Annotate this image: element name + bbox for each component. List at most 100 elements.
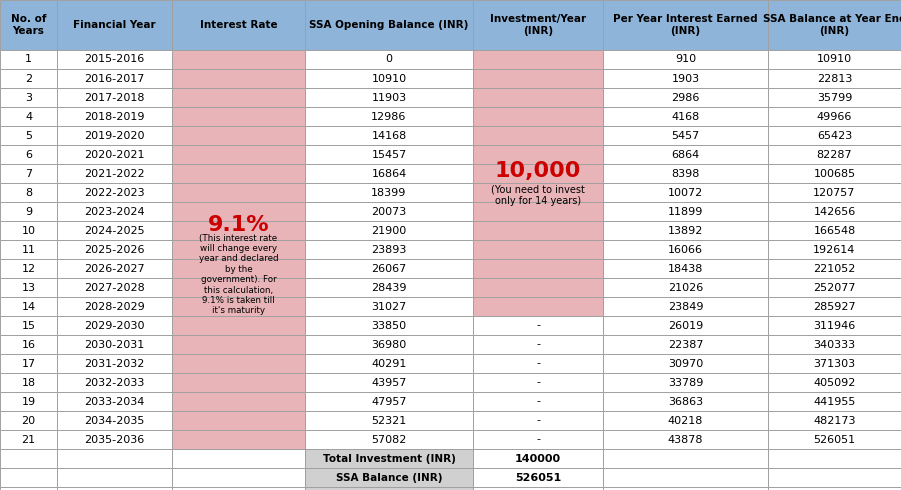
Text: 2030-2031: 2030-2031 bbox=[85, 340, 145, 349]
Text: 2029-2030: 2029-2030 bbox=[85, 320, 145, 330]
Bar bbox=[768, 392, 901, 411]
Bar bbox=[0, 221, 57, 240]
Bar bbox=[603, 126, 768, 145]
Bar bbox=[473, 0, 603, 50]
Bar bbox=[768, 0, 901, 50]
Text: -: - bbox=[536, 340, 540, 349]
Bar bbox=[768, 202, 901, 221]
Bar bbox=[603, 88, 768, 107]
Bar bbox=[0, 88, 57, 107]
Text: 8: 8 bbox=[25, 188, 32, 197]
Bar bbox=[57, 468, 172, 487]
Text: Per Year Interest Earned
(INR): Per Year Interest Earned (INR) bbox=[614, 14, 758, 36]
Text: -: - bbox=[536, 377, 540, 388]
Text: Financial Year: Financial Year bbox=[73, 20, 156, 30]
Text: Interest Rate: Interest Rate bbox=[200, 20, 278, 30]
Text: 482173: 482173 bbox=[814, 416, 856, 425]
Bar bbox=[768, 297, 901, 316]
Bar bbox=[305, 335, 473, 354]
Bar bbox=[57, 449, 172, 468]
Bar bbox=[0, 240, 57, 259]
Bar bbox=[768, 411, 901, 430]
Text: 8398: 8398 bbox=[671, 169, 700, 178]
Text: 0: 0 bbox=[386, 54, 393, 65]
Bar bbox=[0, 202, 57, 221]
Text: 52321: 52321 bbox=[371, 416, 406, 425]
Bar bbox=[305, 449, 473, 468]
Bar bbox=[768, 487, 901, 490]
Bar bbox=[305, 145, 473, 164]
Text: SSA Balance at Year End
(INR): SSA Balance at Year End (INR) bbox=[763, 14, 901, 36]
Bar bbox=[473, 50, 603, 316]
Text: 82287: 82287 bbox=[816, 149, 852, 160]
Bar bbox=[603, 69, 768, 88]
Bar bbox=[172, 487, 305, 490]
Text: SSA Opening Balance (INR): SSA Opening Balance (INR) bbox=[309, 20, 469, 30]
Text: 6: 6 bbox=[25, 149, 32, 160]
Bar bbox=[305, 297, 473, 316]
Text: 43957: 43957 bbox=[371, 377, 406, 388]
Text: 65423: 65423 bbox=[817, 130, 852, 141]
Bar bbox=[0, 335, 57, 354]
Bar bbox=[0, 354, 57, 373]
Text: 2986: 2986 bbox=[671, 93, 700, 102]
Bar bbox=[473, 316, 603, 335]
Text: Investment/Year
(INR): Investment/Year (INR) bbox=[490, 14, 586, 36]
Text: 18399: 18399 bbox=[371, 188, 406, 197]
Bar bbox=[603, 145, 768, 164]
Text: -: - bbox=[536, 320, 540, 330]
Bar bbox=[768, 50, 901, 69]
Bar bbox=[768, 354, 901, 373]
Bar bbox=[603, 240, 768, 259]
Text: 2020-2021: 2020-2021 bbox=[85, 149, 145, 160]
Bar bbox=[473, 468, 603, 487]
Text: -: - bbox=[536, 416, 540, 425]
Text: 166548: 166548 bbox=[814, 225, 856, 236]
Bar bbox=[0, 145, 57, 164]
Text: 5: 5 bbox=[25, 130, 32, 141]
Bar bbox=[305, 411, 473, 430]
Bar bbox=[305, 0, 473, 50]
Bar bbox=[0, 316, 57, 335]
Bar bbox=[768, 69, 901, 88]
Text: 9: 9 bbox=[25, 206, 32, 217]
Bar bbox=[0, 392, 57, 411]
Bar bbox=[0, 449, 57, 468]
Bar bbox=[305, 221, 473, 240]
Text: 142656: 142656 bbox=[814, 206, 856, 217]
Bar bbox=[0, 373, 57, 392]
Bar bbox=[603, 297, 768, 316]
Text: 10910: 10910 bbox=[817, 54, 852, 65]
Bar bbox=[0, 0, 57, 50]
Text: 18: 18 bbox=[22, 377, 35, 388]
Text: 13: 13 bbox=[22, 283, 35, 293]
Text: 2032-2033: 2032-2033 bbox=[85, 377, 145, 388]
Bar bbox=[0, 69, 57, 88]
Text: 221052: 221052 bbox=[814, 264, 856, 273]
Bar bbox=[768, 335, 901, 354]
Bar bbox=[172, 468, 305, 487]
Text: 2024-2025: 2024-2025 bbox=[84, 225, 145, 236]
Text: 441955: 441955 bbox=[814, 396, 856, 407]
Text: 1903: 1903 bbox=[671, 74, 699, 83]
Text: 16: 16 bbox=[22, 340, 35, 349]
Text: 7: 7 bbox=[25, 169, 32, 178]
Text: 11: 11 bbox=[22, 245, 35, 254]
Text: 36980: 36980 bbox=[371, 340, 406, 349]
Bar bbox=[305, 316, 473, 335]
Text: 11899: 11899 bbox=[668, 206, 703, 217]
Bar bbox=[768, 107, 901, 126]
Bar bbox=[768, 164, 901, 183]
Bar bbox=[0, 183, 57, 202]
Bar bbox=[57, 297, 172, 316]
Bar bbox=[305, 392, 473, 411]
Bar bbox=[603, 0, 768, 50]
Bar bbox=[473, 411, 603, 430]
Bar bbox=[768, 468, 901, 487]
Text: 4168: 4168 bbox=[671, 112, 699, 122]
Bar bbox=[305, 126, 473, 145]
Bar bbox=[603, 430, 768, 449]
Bar bbox=[57, 126, 172, 145]
Bar bbox=[603, 278, 768, 297]
Text: 49966: 49966 bbox=[817, 112, 852, 122]
